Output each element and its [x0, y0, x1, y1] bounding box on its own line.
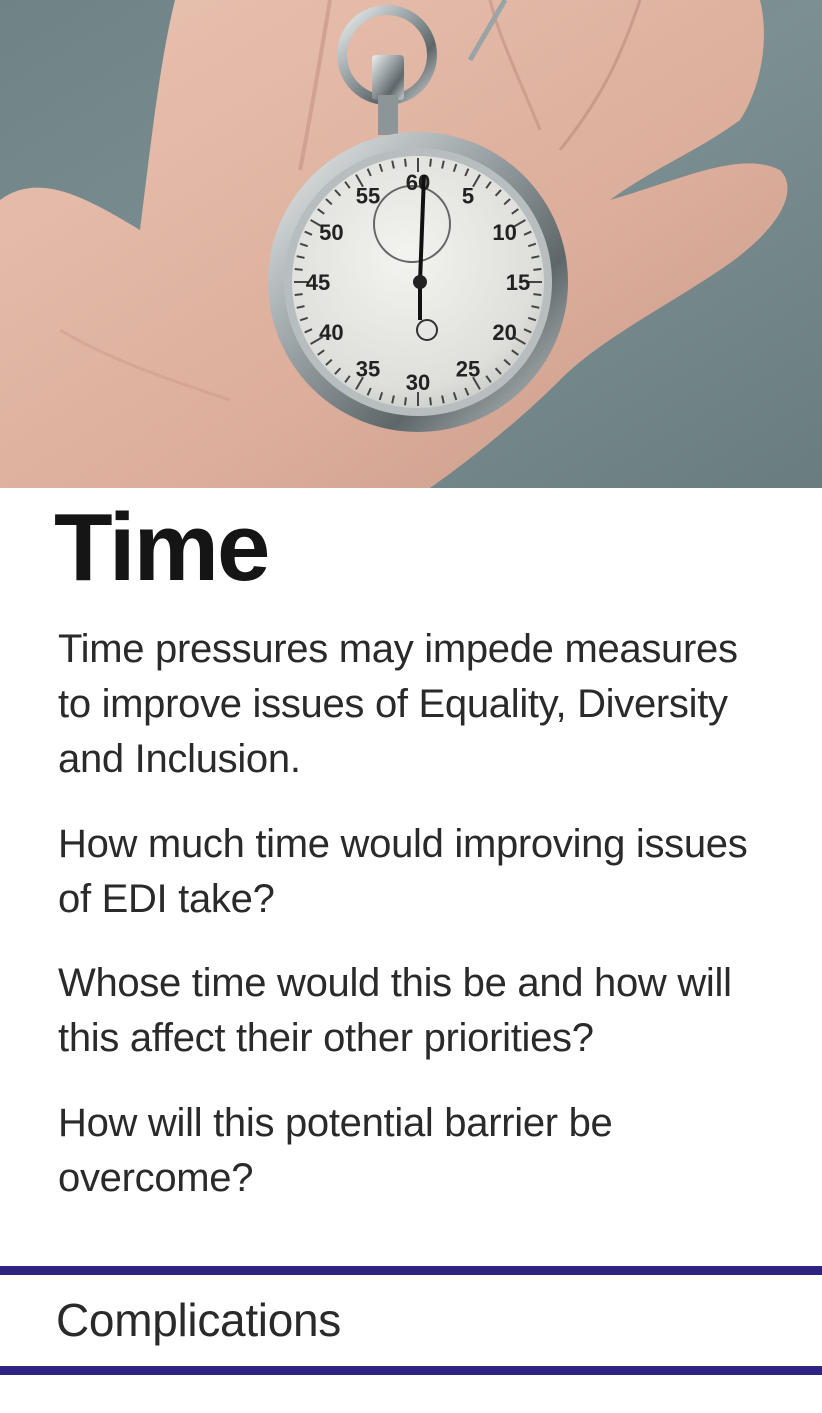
dial-tick — [391, 395, 395, 404]
dial-tick — [523, 328, 532, 334]
dial-tick — [304, 328, 313, 334]
dial-tick — [334, 367, 342, 375]
dial-tick — [404, 158, 407, 167]
dial-tick — [472, 174, 481, 188]
dial-tick — [533, 293, 542, 296]
category-label: Complications — [56, 1294, 341, 1346]
dial-number: 5 — [462, 183, 474, 208]
dial-tick — [464, 168, 470, 177]
dial-tick — [299, 242, 309, 248]
dial-tick — [334, 189, 342, 197]
dial-tick — [527, 242, 537, 248]
dial-tick — [533, 268, 542, 271]
dial-tick — [366, 387, 372, 396]
dial-tick — [404, 397, 407, 406]
dial-tick — [344, 181, 351, 189]
dial-number: 40 — [319, 320, 343, 345]
dial-tick — [344, 375, 351, 383]
question-overcome-barrier: How will this potential barrier be overc… — [58, 1101, 613, 1200]
dial-tick — [355, 376, 364, 390]
dial-tick — [503, 358, 511, 366]
description-paragraph: Time pressures may impede measures to im… — [58, 627, 738, 781]
dial-tick — [296, 305, 305, 309]
dial-number: 10 — [492, 220, 516, 245]
dial-number: 25 — [456, 357, 480, 382]
dial-tick — [452, 391, 458, 401]
dial-tick — [485, 375, 492, 383]
dial-tick — [391, 160, 395, 169]
dial-tick — [317, 349, 325, 356]
dial-number: 55 — [356, 183, 380, 208]
dial-tick — [378, 163, 384, 173]
dial-tick — [355, 174, 364, 188]
dial-tick — [325, 358, 333, 366]
dial-number: 50 — [319, 220, 343, 245]
dial-tick — [523, 230, 532, 236]
dial-tick — [310, 336, 324, 345]
dial-tick — [531, 255, 540, 259]
question-time-required: How much time would improving issues of … — [58, 822, 748, 921]
divider-bottom — [0, 1366, 822, 1375]
dial-tick — [485, 181, 492, 189]
dial-tick — [464, 387, 470, 396]
dial-tick — [512, 336, 526, 345]
dial-tick — [429, 158, 432, 167]
dial-number: 45 — [306, 270, 330, 295]
dial-tick — [527, 316, 537, 322]
divider-top — [0, 1266, 822, 1275]
hero-photo: 60 5 10 15 20 25 30 35 40 45 50 55 — [0, 0, 822, 488]
dial-tick — [531, 305, 540, 309]
dial-tick — [317, 208, 325, 215]
dial-tick — [494, 189, 502, 197]
stopwatch-photo: 60 5 10 15 20 25 30 35 40 45 50 55 — [0, 0, 822, 488]
dial-tick — [503, 198, 511, 206]
dial-tick — [304, 230, 313, 236]
dial-tick — [511, 208, 519, 215]
dial-number: 30 — [406, 370, 430, 395]
dial-tick — [310, 219, 324, 228]
dial-tick — [472, 376, 481, 390]
dial-tick — [366, 168, 372, 177]
dial-tick — [441, 395, 445, 404]
dial-tick — [452, 163, 458, 173]
dial-tick — [296, 255, 305, 259]
dial-tick — [441, 160, 445, 169]
dial-tick — [325, 198, 333, 206]
dial-tick — [494, 367, 502, 375]
dial-tick — [511, 349, 519, 356]
dial-number: 60 — [406, 170, 430, 195]
dial-number: 20 — [492, 320, 516, 345]
dial-tick — [294, 293, 303, 296]
question-whose-time: Whose time would this be and how will th… — [58, 961, 732, 1060]
card-title: Time — [54, 494, 270, 601]
dial-number: 35 — [356, 357, 380, 382]
dial-tick — [512, 219, 526, 228]
dial-number: 15 — [506, 270, 530, 295]
dial-tick — [429, 397, 432, 406]
dial-tick — [378, 391, 384, 401]
dial-tick — [299, 316, 309, 322]
dial-tick — [294, 268, 303, 271]
